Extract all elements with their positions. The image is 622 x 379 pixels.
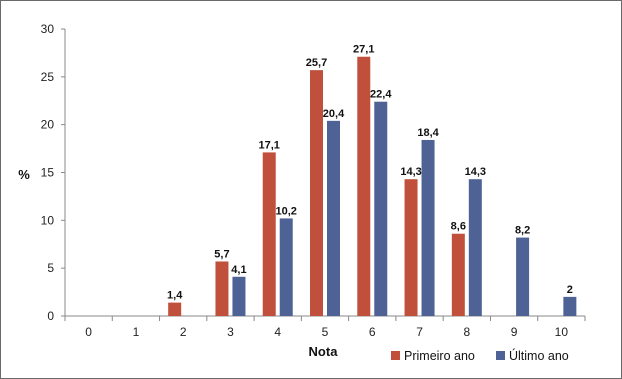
data-label: 17,1 [259, 139, 280, 151]
x-tick-label: 1 [133, 325, 140, 339]
data-label: 14,3 [465, 166, 486, 178]
x-tick-label: 5 [322, 325, 329, 339]
legend: Primeiro ano Último ano [391, 348, 569, 363]
x-tick-label: 4 [274, 325, 281, 339]
bar-primeiro-ano [404, 179, 418, 316]
y-axis-title: % [18, 167, 30, 182]
bar-primeiro-ano [168, 302, 182, 316]
y-tick-label: 30 [41, 22, 55, 36]
bar-ultimo-ano [468, 179, 482, 316]
x-tick-label: 3 [227, 325, 234, 339]
y-tick-label: 0 [47, 309, 54, 323]
legend-swatch-ultimo-ano [496, 351, 505, 360]
data-label: 14,3 [400, 166, 421, 178]
data-label: 8,6 [451, 221, 466, 233]
y-tick-label: 10 [41, 213, 55, 227]
bar-primeiro-ano [357, 56, 371, 316]
x-tick-label: 0 [85, 325, 92, 339]
data-label: 1,4 [167, 290, 183, 302]
legend-label-primeiro-ano: Primeiro ano [404, 349, 475, 363]
bar-primeiro-ano [262, 152, 276, 316]
x-tick-label: 2 [180, 325, 187, 339]
x-axis: 0 1 2 3 4 5 6 7 8 9 10 [64, 315, 586, 339]
data-label: 5,7 [214, 248, 229, 260]
y-tick-label: 25 [41, 70, 55, 84]
bar-primeiro-ano [215, 261, 229, 316]
x-tick-label: 8 [463, 325, 470, 339]
y-axis: 0 5 10 15 20 25 30 [41, 22, 66, 323]
bar-ultimo-ano [421, 139, 435, 316]
bar-ultimo-ano [327, 120, 340, 316]
bars [168, 56, 577, 317]
bar-ultimo-ano [516, 237, 530, 316]
x-tick-label: 7 [416, 325, 423, 339]
data-label: 4,1 [231, 264, 246, 276]
bar-ultimo-ano [232, 276, 246, 316]
x-tick-label: 10 [555, 325, 569, 339]
bar-ultimo-ano [374, 101, 388, 316]
x-tick-label: 9 [511, 325, 518, 339]
bar-ultimo-ano [563, 296, 577, 316]
data-label: 8,2 [515, 225, 530, 237]
data-label: 22,4 [370, 89, 392, 101]
y-tick-label: 20 [41, 118, 55, 132]
bar-primeiro-ano [451, 233, 465, 316]
y-tick-label: 5 [47, 261, 54, 275]
bar-primeiro-ano [310, 70, 323, 317]
data-label: 10,2 [276, 205, 297, 217]
bar-ultimo-ano [279, 218, 293, 316]
legend-swatch-primeiro-ano [391, 351, 400, 360]
y-tick-label: 15 [41, 166, 55, 180]
data-label: 27,1 [353, 44, 374, 56]
x-tick-label: 6 [369, 325, 376, 339]
legend-label-ultimo-ano: Último ano [509, 348, 569, 363]
data-label: 25,7 [306, 57, 327, 69]
x-axis-title: Nota [309, 344, 339, 359]
data-label: 2 [567, 284, 573, 296]
data-label: 20,4 [323, 108, 345, 120]
data-label: 18,4 [417, 127, 439, 139]
data-labels: 1,4 5,7 17,1 25,7 27,1 14,3 8,6 4,1 10,2 20,4 22,4… [167, 44, 573, 302]
